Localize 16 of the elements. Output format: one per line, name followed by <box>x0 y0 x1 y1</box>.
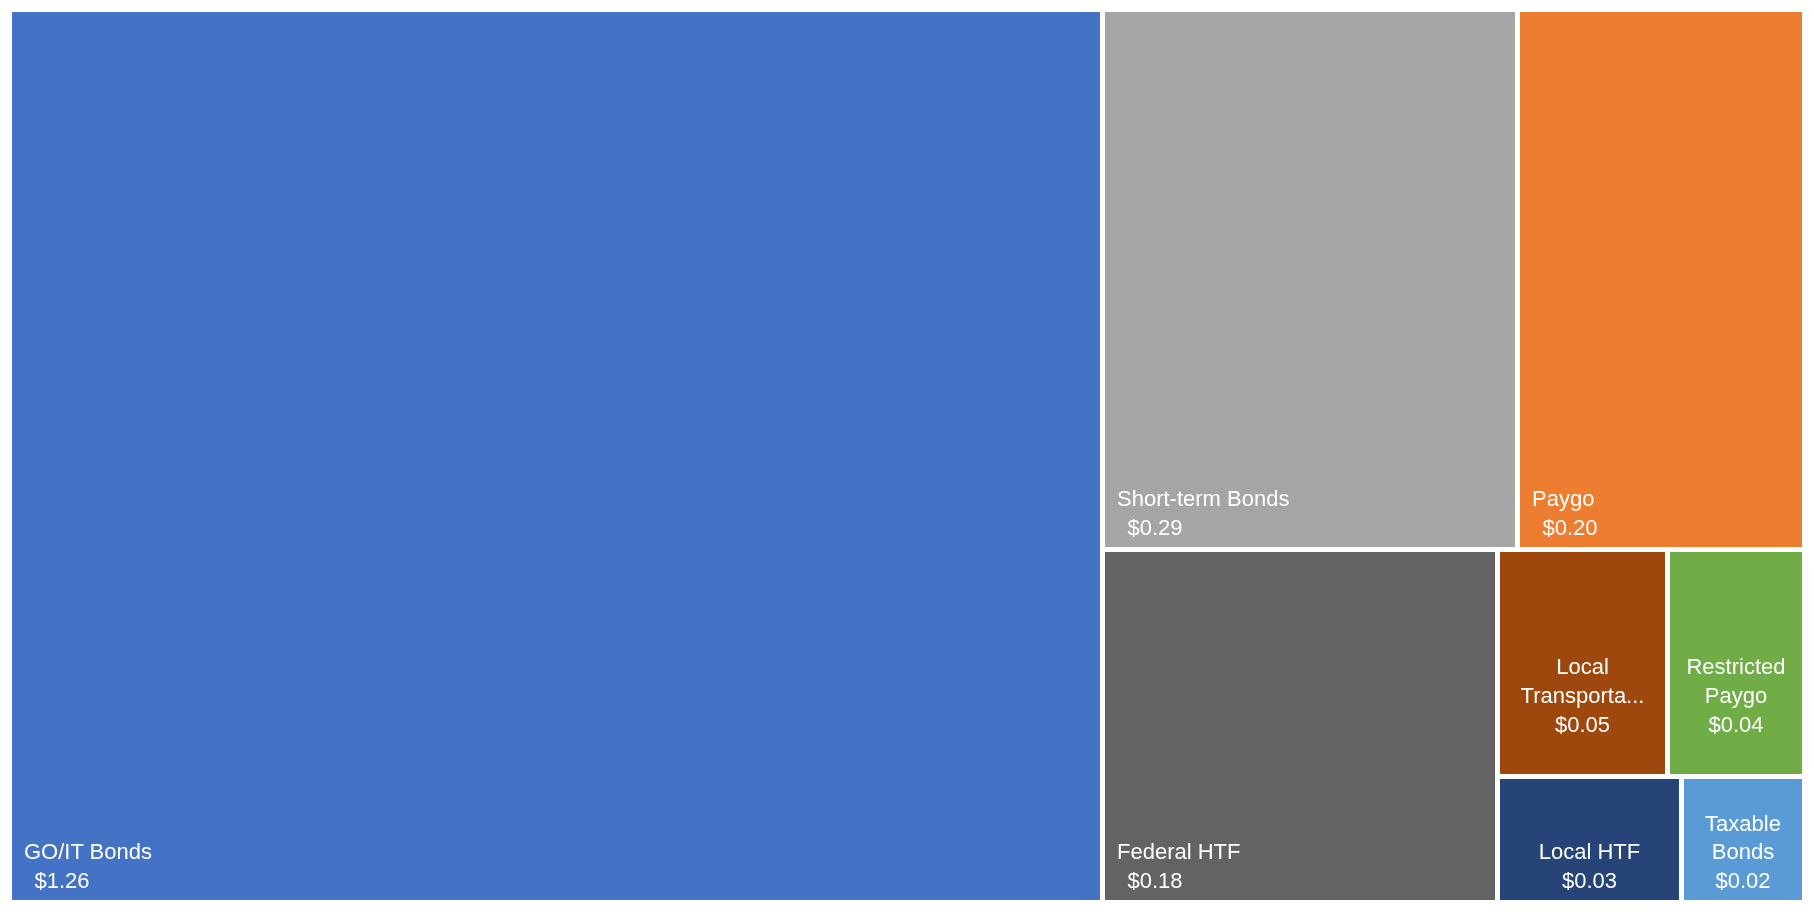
data-label: $0.18 <box>1127 868 1183 893</box>
data-label: $0.02 <box>1715 868 1771 893</box>
category-label: Local HTF <box>1538 839 1641 865</box>
data-label: $0.20 <box>1542 515 1598 540</box>
data-label: $1.26 <box>34 868 90 893</box>
data-label: $0.04 <box>1708 711 1764 737</box>
category-label: Paygo <box>1532 486 1595 512</box>
category-label: Federal HTF <box>1117 839 1241 865</box>
data-label: $0.05 <box>1554 711 1611 737</box>
category-label: Local Transporta... <box>1520 654 1645 708</box>
data-label: $0.29 <box>1127 515 1183 540</box>
data-label: $0.03 <box>1561 868 1618 893</box>
category-label: Restricted Paygo <box>1686 654 1786 708</box>
category-label: Short-term Bonds <box>1117 486 1290 512</box>
category-label: Taxable Bonds <box>1705 810 1781 865</box>
category-label: GO/IT Bonds <box>24 839 152 865</box>
